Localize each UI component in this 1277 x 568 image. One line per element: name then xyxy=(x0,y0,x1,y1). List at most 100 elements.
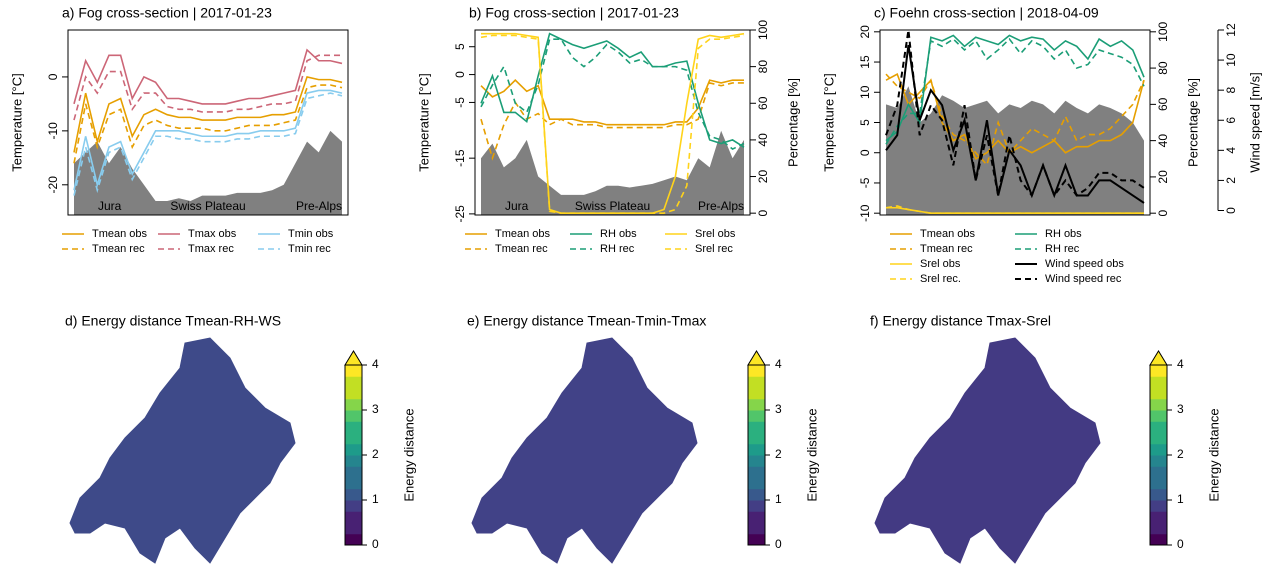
tick-label: 40 xyxy=(756,133,770,147)
terrain-area xyxy=(481,130,744,215)
colorbar-bin xyxy=(748,533,765,546)
tick-label: 0 xyxy=(1177,537,1184,551)
tick-label: 3 xyxy=(1177,402,1184,416)
tick-label: 1 xyxy=(775,492,782,506)
colorbar-bin xyxy=(1150,511,1167,523)
colorbar-bin xyxy=(748,477,765,490)
tick-label: 0 xyxy=(46,73,60,80)
legend-label: Tmean obs xyxy=(920,228,976,240)
tick-label: 0 xyxy=(1224,207,1238,214)
series-line xyxy=(885,73,1145,167)
colorbar-bin xyxy=(748,365,765,377)
tick-label: 4 xyxy=(1224,147,1238,154)
legend-label: Tmean obs xyxy=(495,228,551,240)
legend-label: Srel obs xyxy=(695,228,736,240)
series-line xyxy=(885,29,1145,198)
series-line xyxy=(480,81,744,161)
colorbar-bin xyxy=(748,488,765,501)
tick-label: 8 xyxy=(1224,87,1238,94)
colorbar-bin xyxy=(1150,387,1167,400)
colorbar-bin xyxy=(345,500,362,512)
y-axis-label: Temperature [°C] xyxy=(9,73,24,171)
tick-label: 3 xyxy=(372,402,379,416)
tick-label: 0 xyxy=(1156,210,1170,217)
region-label: Swiss Plateau xyxy=(170,199,245,213)
tick-label: 20 xyxy=(858,25,872,39)
colorbar-bin xyxy=(345,477,362,490)
legend-label: RH obs xyxy=(1045,228,1082,240)
terrain-area xyxy=(74,130,342,215)
colorbar-bin xyxy=(1150,365,1167,377)
legend-label: Tmax rec xyxy=(188,243,234,255)
tick-label: 1 xyxy=(1177,492,1184,506)
colorbar-bin xyxy=(345,365,362,377)
tick-label: 20 xyxy=(1156,170,1170,184)
colorbar-extend xyxy=(344,350,363,366)
tick-label: 2 xyxy=(1224,177,1238,184)
series-line xyxy=(73,92,343,196)
colorbar-bin xyxy=(748,466,765,478)
tick-label: 80 xyxy=(756,60,770,74)
tick-label: -10 xyxy=(46,122,60,140)
series-line xyxy=(480,34,745,214)
colorbar-bin xyxy=(345,488,362,501)
tick-label: 2 xyxy=(372,447,379,461)
colorbar-bin xyxy=(748,398,765,411)
colorbar-bin xyxy=(345,522,362,535)
tick-label: 2 xyxy=(775,447,782,461)
legend-label: Tmean rec xyxy=(92,243,145,255)
colorbar-bin xyxy=(345,443,362,456)
colorbar-bin xyxy=(345,466,362,478)
y3-axis-label: Wind speed [m/s] xyxy=(1247,72,1262,172)
series-line xyxy=(73,48,343,105)
colorbar-bin xyxy=(1150,522,1167,535)
tick-label: -15 xyxy=(453,149,467,167)
colorbar-bin xyxy=(345,533,362,546)
legend-label: Tmean rec xyxy=(495,243,548,255)
y-axis-label: Temperature [°C] xyxy=(416,73,431,171)
tick-label: 5 xyxy=(453,43,467,50)
tick-label: -20 xyxy=(46,176,60,194)
colorbar-bin xyxy=(748,522,765,535)
tick-label: 0 xyxy=(756,210,770,217)
panel-title: e) Energy distance Tmean-Tmin-Tmax xyxy=(467,313,706,329)
series-line xyxy=(73,84,343,164)
tick-label: 100 xyxy=(1156,21,1170,41)
tick-label: 15 xyxy=(858,55,872,69)
colorbar-bin xyxy=(748,500,765,512)
tick-label: 4 xyxy=(775,357,782,371)
panel-title: a) Fog cross-section | 2017-01-23 xyxy=(62,5,272,21)
legend-label: Tmean rec xyxy=(920,243,973,255)
colorbar-label: Energy distance xyxy=(1206,408,1221,501)
tick-label: 60 xyxy=(756,96,770,110)
panel-title: f) Energy distance Tmax-Srel xyxy=(870,313,1051,329)
tick-label: 5 xyxy=(858,119,872,126)
colorbar-bin xyxy=(1150,477,1167,490)
colorbar-bin xyxy=(1150,432,1167,445)
colorbar-bin xyxy=(1150,398,1167,411)
y2-axis-label: Percentage [%] xyxy=(1185,78,1200,167)
colorbar-bin xyxy=(748,455,765,467)
colorbar-bin xyxy=(345,421,362,433)
series-line xyxy=(480,32,745,148)
legend-label: Tmin obs xyxy=(288,228,334,240)
legend-label: Tmean obs xyxy=(92,228,148,240)
tick-label: 0 xyxy=(453,71,467,78)
series-line xyxy=(73,89,343,191)
colorbar-bin xyxy=(1150,455,1167,467)
legend-label: RH obs xyxy=(600,228,637,240)
legend-label: Srel rec. xyxy=(920,273,961,285)
colorbar-bin xyxy=(748,421,765,433)
colorbar-bin xyxy=(1150,488,1167,501)
colorbar-extend xyxy=(1149,350,1168,366)
region-label: Swiss Plateau xyxy=(575,199,650,213)
colorbar-bin xyxy=(345,398,362,411)
tick-label: 12 xyxy=(1224,23,1238,37)
tick-label: 4 xyxy=(372,357,379,371)
series-line xyxy=(885,37,1145,145)
region-label: Pre-Alps xyxy=(296,199,342,213)
colorbar-bin xyxy=(748,376,765,388)
region-label: Jura xyxy=(505,199,529,213)
